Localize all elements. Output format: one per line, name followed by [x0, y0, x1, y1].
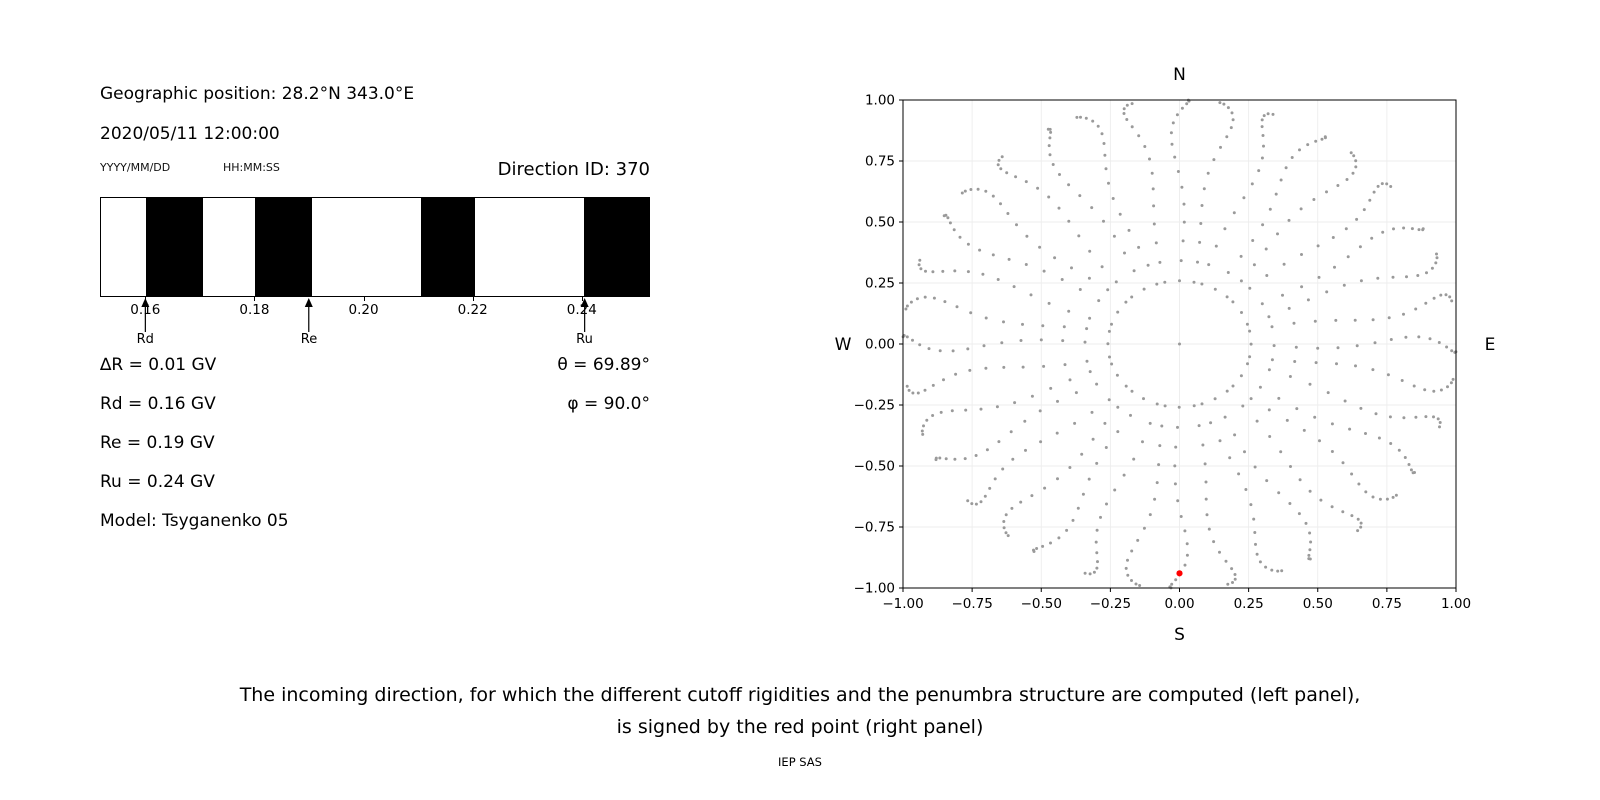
geographic-position-label: Geographic position: 28.2°N 343.0°E — [100, 84, 415, 104]
cutoff-arrow-label: Ru — [576, 332, 593, 347]
phi-label: φ = 90.0° — [567, 394, 650, 414]
svg-text:0.25: 0.25 — [865, 276, 895, 292]
penumbra-tick-label: 0.24 — [566, 302, 597, 318]
caption-line-1: The incoming direction, for which the di… — [239, 684, 1361, 706]
svg-text:0.50: 0.50 — [865, 215, 895, 231]
svg-text:0.00: 0.00 — [865, 337, 895, 353]
penumbra-bar — [100, 197, 650, 297]
penumbra-allowed-band — [583, 198, 649, 296]
penumbra-tick-mark — [254, 297, 256, 301]
up-arrow-icon — [141, 298, 150, 332]
penumbra-allowed-band — [420, 198, 476, 296]
svg-text:−0.75: −0.75 — [854, 520, 895, 536]
svg-text:0.75: 0.75 — [1372, 596, 1402, 612]
plot-tick-marks — [899, 99, 1457, 592]
svg-text:−0.25: −0.25 — [1090, 596, 1131, 612]
footer-credit: IEP SAS — [778, 755, 822, 769]
svg-text:1.00: 1.00 — [1441, 596, 1471, 612]
svg-text:−0.50: −0.50 — [854, 459, 895, 475]
penumbra-tick-label: 0.18 — [239, 302, 270, 318]
svg-text:0.00: 0.00 — [1164, 596, 1194, 612]
svg-text:0.25: 0.25 — [1234, 596, 1264, 612]
penumbra-tick-label: 0.20 — [348, 302, 379, 318]
penumbra-tick-mark — [472, 297, 474, 301]
penumbra-allowed-band — [146, 198, 204, 296]
penumbra-ticks: 0.16 0.18 0.20 0.22 0.24 — [100, 297, 650, 321]
direction-dots — [901, 98, 1458, 590]
up-arrow-icon — [580, 298, 589, 332]
svg-text:−0.75: −0.75 — [951, 596, 992, 612]
svg-text:−1.00: −1.00 — [882, 596, 923, 612]
compass-label-east: E — [1485, 335, 1496, 355]
svg-text:−0.25: −0.25 — [854, 398, 895, 414]
compass-label-west: W — [835, 335, 852, 355]
compass-label-south: S — [1174, 625, 1185, 645]
compass-label-north: N — [1173, 65, 1186, 85]
direction-id-label: Direction ID: 370 — [497, 159, 650, 180]
red-direction-point — [1176, 570, 1183, 577]
time-format-label: HH:MM:SS — [223, 161, 280, 174]
datetime-label: 2020/05/11 12:00:00 — [100, 124, 280, 144]
rd-label: Rd = 0.16 GV — [100, 394, 216, 414]
penumbra-allowed-band — [254, 198, 312, 296]
plot-tick-labels: −1.00 −0.75 −0.50 −0.25 0.00 0.25 0.50 0.75 1.00… — [854, 93, 1471, 613]
date-format-label: YYYY/MM/DD — [100, 161, 171, 174]
penumbra-tick-mark — [145, 297, 147, 301]
penumbra-tick-mark — [363, 297, 365, 301]
ru-label: Ru = 0.24 GV — [100, 472, 215, 492]
cutoff-arrow-label: Rd — [136, 332, 154, 347]
svg-text:−1.00: −1.00 — [854, 581, 895, 597]
svg-text:0.50: 0.50 — [1303, 596, 1333, 612]
penumbra-arrows: Rd Re Ru — [100, 298, 650, 352]
up-arrow-icon — [304, 298, 313, 332]
svg-text:−0.50: −0.50 — [1021, 596, 1062, 612]
cutoff-arrow-re: Re — [301, 298, 317, 347]
model-label: Model: Tsyganenko 05 — [100, 511, 289, 531]
re-label: Re = 0.19 GV — [100, 433, 215, 453]
cutoff-arrow-label: Re — [300, 332, 318, 347]
direction-plot: −1.00 −0.75 −0.50 −0.25 0.00 0.25 0.50 0.75 1.00… — [835, 65, 1496, 645]
penumbra-tick-mark — [581, 297, 583, 301]
caption-line-2: is signed by the red point (right panel) — [616, 716, 984, 738]
delta-r-label: ∆R = 0.01 GV — [100, 355, 217, 375]
cutoff-arrow-rd: Rd — [137, 298, 154, 347]
svg-text:1.00: 1.00 — [865, 93, 895, 109]
penumbra-tick-label: 0.22 — [457, 302, 488, 318]
svg-text:0.75: 0.75 — [865, 154, 895, 170]
cutoff-arrow-ru: Ru — [576, 298, 593, 347]
theta-label: θ = 69.89° — [557, 355, 650, 375]
